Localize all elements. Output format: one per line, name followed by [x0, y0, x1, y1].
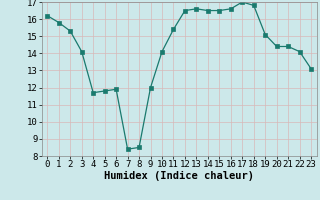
X-axis label: Humidex (Indice chaleur): Humidex (Indice chaleur) [104, 171, 254, 181]
